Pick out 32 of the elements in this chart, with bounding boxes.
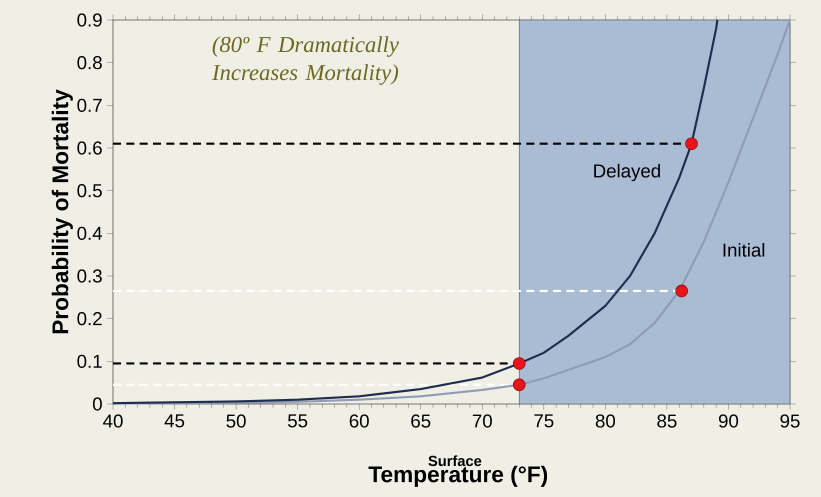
x-tick-label: 65 xyxy=(411,414,430,428)
point xyxy=(685,137,698,150)
y-tick-label: 0 xyxy=(92,397,102,411)
x-tick-label: 90 xyxy=(718,414,738,428)
x-tick-label: 40 xyxy=(103,414,123,428)
text: Surface xyxy=(428,455,482,466)
y-tick-label: 0.3 xyxy=(77,269,102,283)
y-tick-label: 0.4 xyxy=(77,226,102,240)
x-tick-label: 95 xyxy=(780,414,800,428)
x-tick-label: 50 xyxy=(226,414,246,428)
x-tick-label: 85 xyxy=(657,414,677,428)
series-label: Delayed xyxy=(594,164,660,182)
x-tick-label: 55 xyxy=(288,414,308,428)
point xyxy=(512,357,526,370)
x-tick-label: 45 xyxy=(164,414,184,428)
x-tick-label: 80 xyxy=(596,414,616,428)
x-tick-label: 70 xyxy=(472,414,492,428)
y-axis-title: Probability of Mortality xyxy=(52,89,73,334)
y-tick-label: 0.5 xyxy=(77,184,102,198)
y-tick-label: 0.9 xyxy=(77,13,102,27)
y-tick-label: 0.6 xyxy=(77,141,102,155)
y-tick-label: 0.1 xyxy=(77,354,102,368)
y-tick-label: 0.7 xyxy=(77,98,102,112)
y-tick-label: 0.8 xyxy=(77,56,102,70)
series-label: Initial xyxy=(724,243,764,257)
x-tick-label: 75 xyxy=(534,414,554,428)
point xyxy=(675,284,688,298)
y-tick-label: 0.2 xyxy=(77,312,102,326)
point xyxy=(512,378,526,392)
x-tick-label: 60 xyxy=(350,414,369,428)
annotation: (80º F Dramatically Increases Mortality) xyxy=(212,36,399,85)
x-axis-title: Temperature (°F) xyxy=(368,466,548,487)
